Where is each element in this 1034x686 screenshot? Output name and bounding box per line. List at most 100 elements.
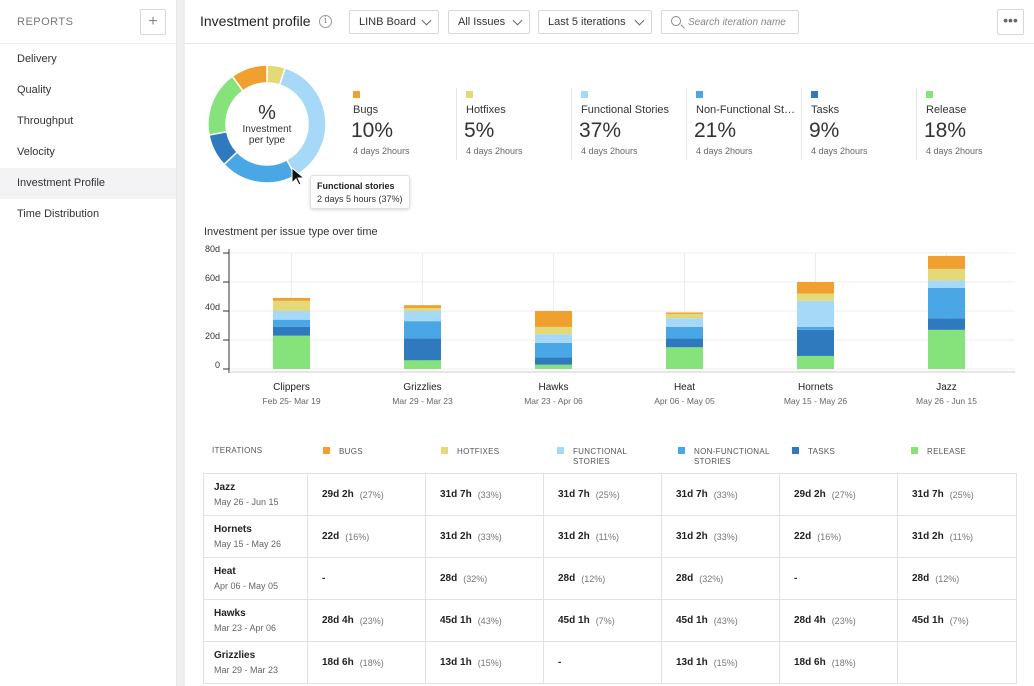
value-cell-functional: 28d (12%)	[543, 558, 661, 599]
bar-heat-hotfixes[interactable]	[666, 313, 703, 319]
bar-jazz-release[interactable]	[928, 329, 965, 369]
value-cell-functional: 45d 1h (7%)	[543, 600, 661, 641]
legend-swatch-nonfunctional	[696, 91, 703, 98]
bar-clippers-release[interactable]	[273, 335, 310, 369]
cell-percent: (12%)	[935, 573, 960, 584]
stat-divider	[571, 88, 572, 160]
table-row[interactable]: Hawks Mar 23 - Apr 06 28d 4h (23%) 45d 1h (43…	[203, 600, 1017, 642]
legend-swatch-hotfixes	[466, 91, 473, 98]
table-row[interactable]: Grizzlies Mar 29 - Mar 23 18d 6h (18%) 13d 1…	[203, 642, 1017, 684]
x-category-label: Hornets	[798, 382, 833, 393]
bar-grizzlies-hotfixes[interactable]	[404, 308, 441, 311]
iteration-name: Grizzlies	[214, 650, 256, 661]
donut-tooltip: Functional stories 2 days 5 hours (37%)	[310, 175, 410, 209]
search-icon	[671, 16, 681, 26]
bar-clippers-nonfunctional[interactable]	[273, 319, 310, 327]
bar-jazz-bugs[interactable]	[928, 255, 965, 269]
bar-heat-nonfunctional[interactable]	[666, 326, 703, 339]
x-category-label: Grizzlies	[403, 382, 441, 393]
sidebar-item-throughput[interactable]: Throughput	[17, 115, 74, 127]
add-report-button[interactable]: +	[140, 8, 166, 35]
th-label: FUNCTIONAL STORIES	[573, 447, 627, 466]
sidebar-item-investment-profile[interactable]: Investment Profile	[0, 168, 176, 199]
cell-percent: (27%)	[831, 489, 856, 500]
cell-percent: (25%)	[595, 489, 620, 500]
sidebar-item-delivery[interactable]: Delivery	[17, 53, 57, 65]
stat-divider	[916, 88, 917, 160]
cell-value: 45d 1h	[558, 615, 590, 626]
table-row[interactable]: Heat Apr 06 - May 05 - 28d (32%) 28d (12%) 28d (…	[203, 558, 1017, 600]
bar-hawks-hotfixes[interactable]	[535, 326, 572, 335]
sidebar-item-velocity[interactable]: Velocity	[17, 146, 55, 158]
bar-grizzlies-functional[interactable]	[404, 311, 441, 322]
stat-percent: 37%	[579, 119, 622, 142]
bar-hawks-nonfunctional[interactable]	[535, 342, 572, 358]
sidebar-item-quality[interactable]: Quality	[17, 84, 52, 96]
bar-heat-release[interactable]	[666, 347, 703, 369]
iterations-dropdown[interactable]: Last 5 iterations	[538, 10, 652, 34]
cell-percent: (32%)	[699, 573, 724, 584]
cell-value: 45d 1h	[440, 615, 472, 626]
cell-value: 28d 4h	[322, 615, 354, 626]
stat-functional: Functional Stories 37% 4 days 2hours	[571, 88, 691, 160]
x-date-label: Apr 06 - May 05	[654, 396, 715, 406]
sidebar-item-time-distribution[interactable]: Time Distribution	[17, 208, 100, 220]
bar-clippers-tasks[interactable]	[273, 326, 310, 336]
bar-hornets-functional[interactable]	[797, 300, 834, 327]
bar-hawks-tasks[interactable]	[535, 357, 572, 365]
bar-hawks-functional[interactable]	[535, 334, 572, 343]
cell-percent: (11%)	[595, 531, 620, 542]
donut-slice-nonfunctional[interactable]	[222, 151, 297, 184]
bar-clippers-functional[interactable]	[273, 311, 310, 320]
bar-jazz-nonfunctional[interactable]	[928, 287, 965, 319]
cell-value: 31d 2h	[676, 531, 708, 542]
bar-heat-bugs[interactable]	[666, 312, 703, 314]
bar-heat-functional[interactable]	[666, 318, 703, 327]
bar-grizzlies-nonfunctional[interactable]	[404, 321, 441, 339]
iteration-cell: Jazz May 26 - Jun 15	[203, 474, 307, 515]
bar-jazz-functional[interactable]	[928, 280, 965, 288]
donut-slice-bugs[interactable]	[231, 64, 268, 92]
issues-dropdown[interactable]: All Issues	[448, 10, 530, 34]
x-category-label: Heat	[674, 382, 695, 393]
cell-value: -	[794, 573, 798, 584]
bar-hornets-tasks[interactable]	[797, 329, 834, 356]
table-row[interactable]: Jazz May 26 - Jun 15 29d 2h (27%) 31d 7h (33%…	[203, 474, 1017, 516]
bar-hawks-bugs[interactable]	[535, 311, 572, 327]
bar-hornets-hotfixes[interactable]	[797, 293, 834, 301]
bar-grizzlies-release[interactable]	[404, 360, 441, 369]
value-cell-bugs: -	[307, 558, 425, 599]
th-label: TASKS	[808, 447, 836, 456]
stat-name: Functional Stories	[581, 104, 670, 116]
value-cell-release: 31d 7h (25%)	[897, 474, 1017, 515]
donut-slice-release[interactable]	[207, 75, 244, 136]
bar-hawks-release[interactable]	[535, 364, 572, 369]
search-input[interactable]	[688, 16, 796, 28]
bar-grizzlies-bugs[interactable]	[404, 305, 441, 309]
cell-value: 45d 1h	[912, 615, 944, 626]
stat-divider	[801, 88, 802, 160]
bar-hornets-bugs[interactable]	[797, 282, 834, 294]
search-box[interactable]	[661, 10, 799, 34]
bar-jazz-hotfixes[interactable]	[928, 268, 965, 281]
th-iterations-label: ITERATIONS	[212, 446, 263, 455]
cell-value: 31d 2h	[440, 531, 472, 542]
info-icon[interactable]: i	[319, 15, 332, 28]
value-cell-functional: -	[543, 642, 661, 683]
bar-grizzlies-tasks[interactable]	[404, 338, 441, 361]
bar-heat-tasks[interactable]	[666, 338, 703, 348]
issues-dropdown-label: All Issues	[458, 16, 506, 28]
bar-hornets-nonfunctional[interactable]	[797, 326, 834, 330]
bar-clippers-hotfixes[interactable]	[273, 300, 310, 311]
bar-hornets-release[interactable]	[797, 355, 834, 369]
more-options-button[interactable]: •••	[997, 9, 1024, 35]
legend-swatch-functional	[557, 447, 564, 454]
x-category-label: Clippers	[273, 382, 310, 393]
cell-percent: (33%)	[713, 531, 738, 542]
bar-jazz-tasks[interactable]	[928, 318, 965, 330]
bar-clippers-bugs[interactable]	[273, 297, 310, 301]
x-date-label: May 15 - May 26	[784, 396, 848, 406]
board-dropdown[interactable]: LINB Board	[349, 10, 439, 34]
page-title: Investment profile	[200, 13, 311, 29]
table-row[interactable]: Hornets May 15 - May 26 22d (16%) 31d 2h (33%…	[203, 516, 1017, 558]
